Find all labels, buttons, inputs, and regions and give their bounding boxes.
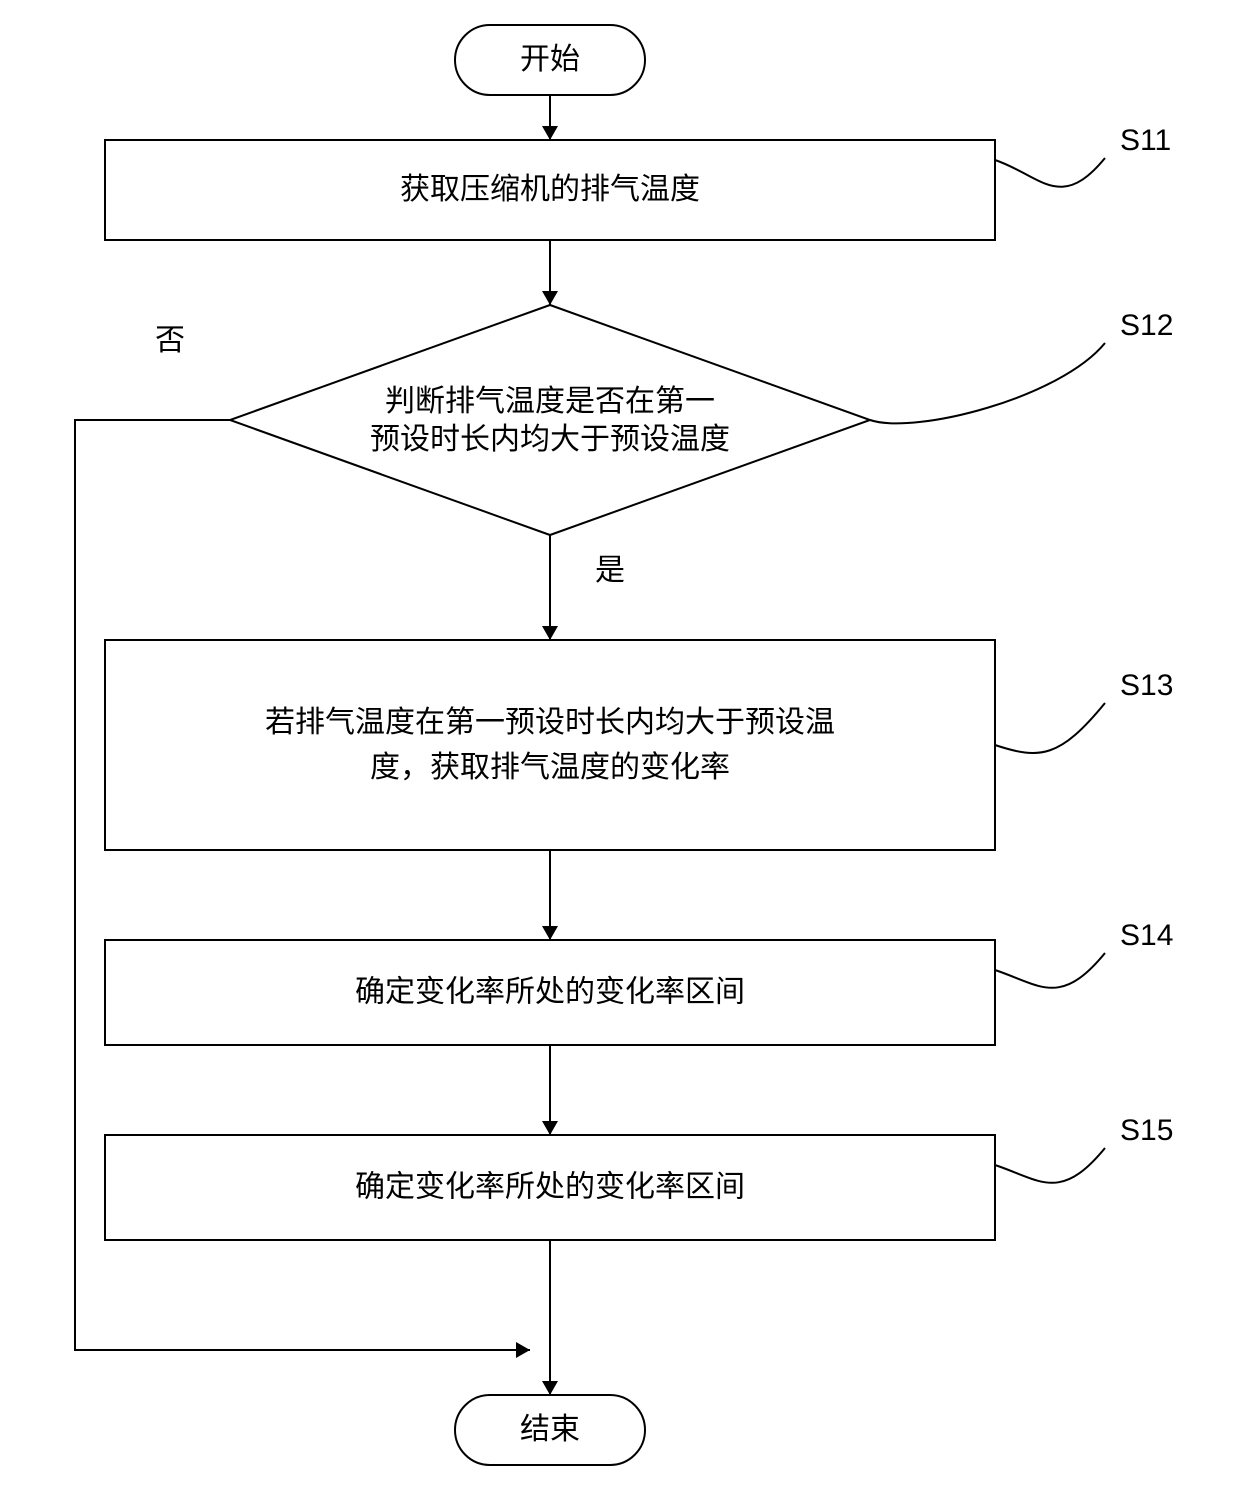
svg-text:度，获取排气温度的变化率: 度，获取排气温度的变化率 [370, 751, 730, 784]
callout-label-s14: S14 [1120, 919, 1173, 952]
svg-text:确定变化率所处的变化率区间: 确定变化率所处的变化率区间 [355, 975, 745, 1008]
step-s14: 确定变化率所处的变化率区间 [105, 940, 995, 1045]
svg-text:开始: 开始 [520, 43, 580, 76]
callout-label-s12: S12 [1120, 309, 1173, 342]
step-s13: 若排气温度在第一预设时长内均大于预设温 度，获取排气温度的变化率 [105, 640, 995, 850]
callout-label-s15: S15 [1120, 1114, 1173, 1147]
svg-text:获取压缩机的排气温度: 获取压缩机的排气温度 [400, 173, 700, 206]
step-s12-decision: 判断排气温度是否在第一 预设时长内均大于预设温度 [230, 305, 870, 535]
callout-label-s13: S13 [1120, 669, 1173, 702]
terminator-start: 开始 [455, 25, 645, 95]
step-s15: 确定变化率所处的变化率区间 [105, 1135, 995, 1240]
branch-label-yes: 是 [595, 554, 625, 587]
callout-label-s11: S11 [1120, 124, 1171, 157]
flowchart-canvas: 开始 获取压缩机的排气温度 判断排气温度是否在第一 预设时长内均大于预设温度 若… [0, 0, 1240, 1499]
svg-text:判断排气温度是否在第一: 判断排气温度是否在第一 [385, 385, 715, 418]
svg-text:结束: 结束 [520, 1413, 580, 1446]
svg-text:预设时长内均大于预设温度: 预设时长内均大于预设温度 [370, 423, 730, 456]
terminator-end: 结束 [455, 1395, 645, 1465]
step-s11: 获取压缩机的排气温度 [105, 140, 995, 240]
branch-label-no: 否 [155, 324, 185, 357]
svg-text:确定变化率所处的变化率区间: 确定变化率所处的变化率区间 [355, 1170, 745, 1203]
svg-text:若排气温度在第一预设时长内均大于预设温: 若排气温度在第一预设时长内均大于预设温 [265, 706, 835, 739]
